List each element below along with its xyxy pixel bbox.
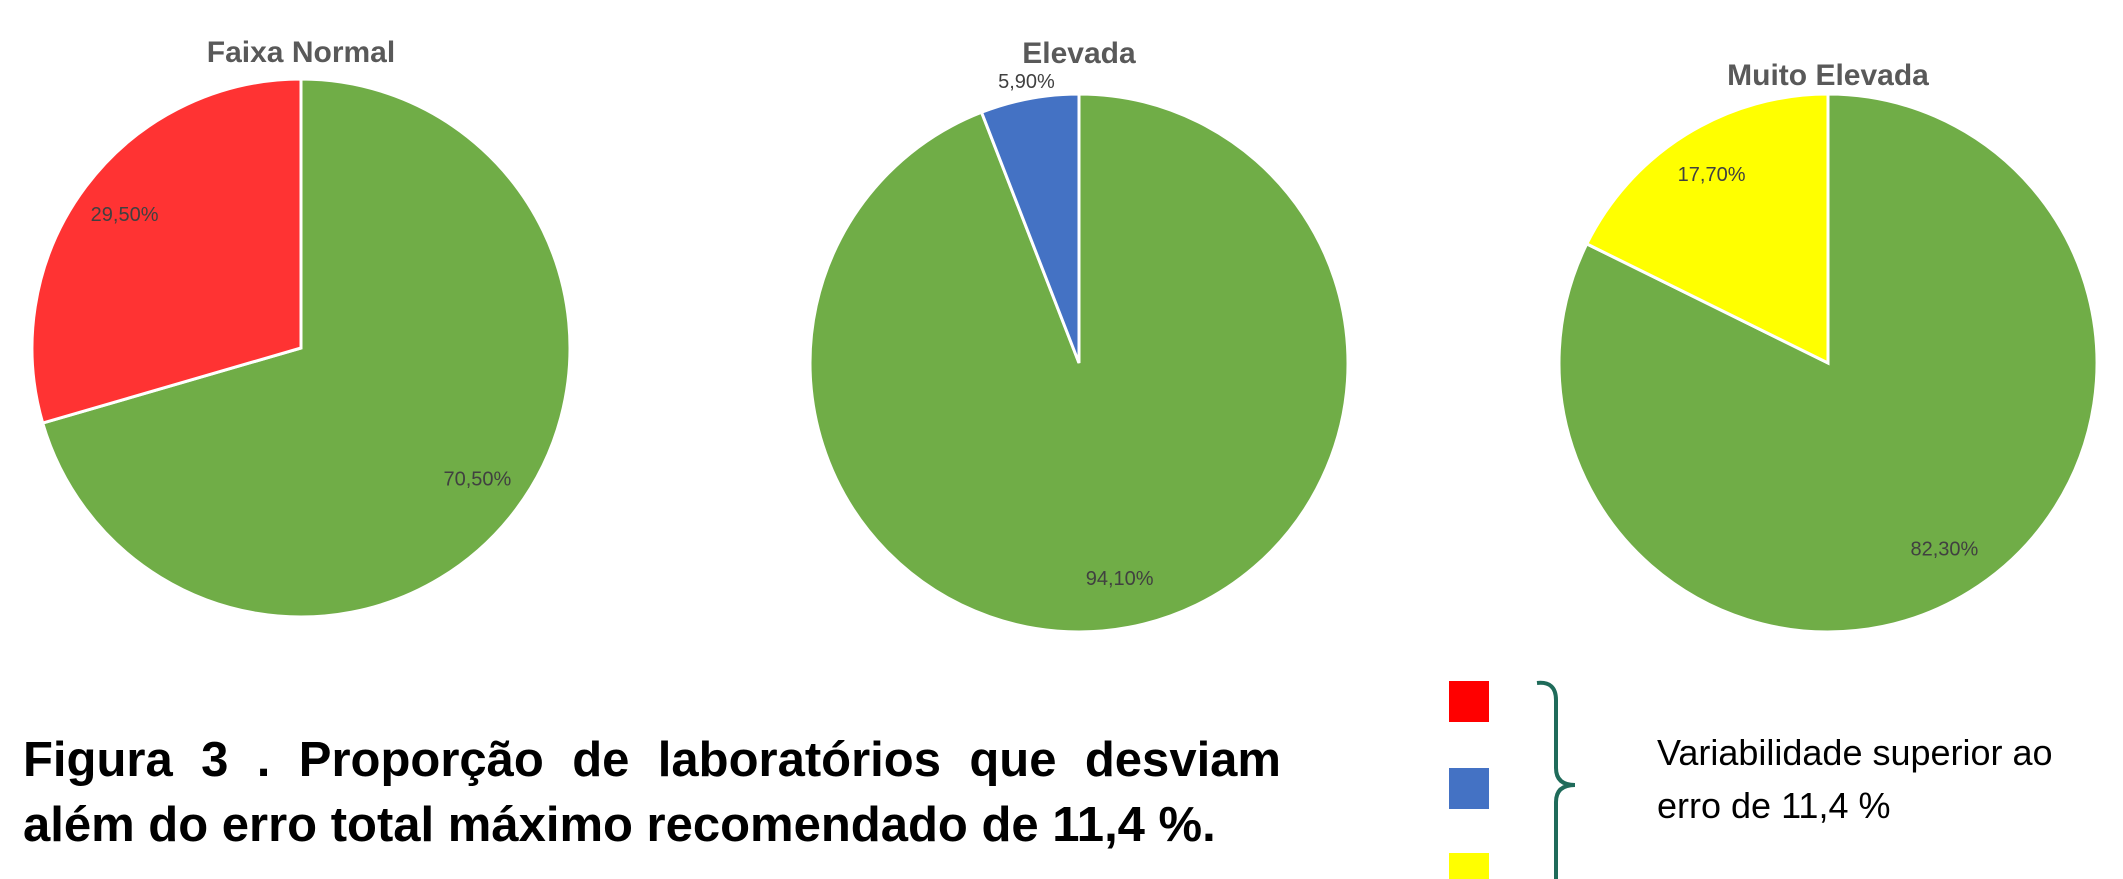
pie-title: Elevada: [1022, 37, 1136, 70]
data-label: 5,90%: [998, 71, 1055, 93]
legend-brace: [1536, 680, 1576, 879]
pie-slice: [30, 77, 303, 425]
pie-title: Muito Elevada: [1727, 59, 1929, 92]
data-label: 29,50%: [91, 204, 159, 226]
legend-label: Variabilidade superior ao erro de 11,4 %: [1657, 732, 2053, 826]
pie-slice: [1584, 92, 1830, 366]
data-label: 94,10%: [1086, 568, 1154, 590]
legend-swatch: [1449, 853, 1489, 879]
pie-slice: [40, 77, 572, 619]
pie-slice: [979, 92, 1081, 364]
data-label: 17,70%: [1678, 164, 1746, 186]
data-label: 82,30%: [1911, 539, 1979, 561]
data-label: 70,50%: [443, 469, 511, 491]
pie-title: Faixa Normal: [207, 36, 395, 69]
caption: Figura 3 . Proporção de laboratórios que…: [23, 733, 1281, 852]
legend-swatch: [1449, 681, 1489, 722]
legend-swatch: [1449, 768, 1489, 809]
